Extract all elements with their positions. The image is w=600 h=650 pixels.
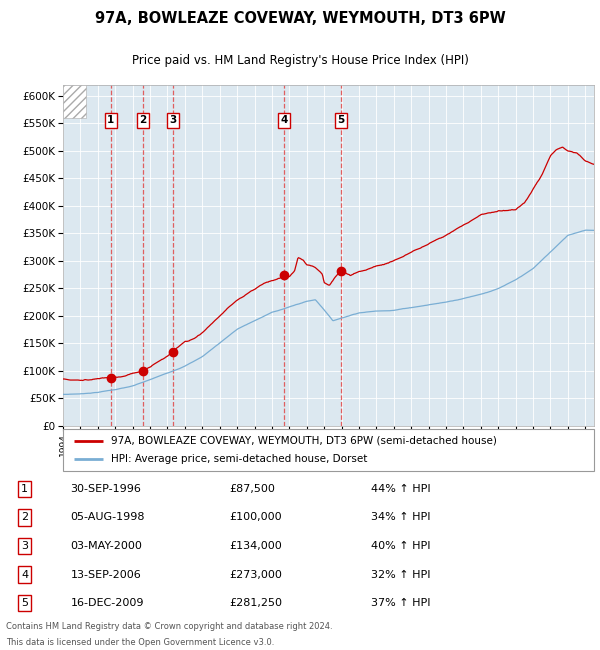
Text: 97A, BOWLEAZE COVEWAY, WEYMOUTH, DT3 6PW: 97A, BOWLEAZE COVEWAY, WEYMOUTH, DT3 6PW [95,11,505,26]
Text: 2: 2 [139,115,146,125]
Text: 97A, BOWLEAZE COVEWAY, WEYMOUTH, DT3 6PW (semi-detached house): 97A, BOWLEAZE COVEWAY, WEYMOUTH, DT3 6PW… [111,436,497,446]
Text: 30-SEP-1996: 30-SEP-1996 [71,484,142,494]
Text: Price paid vs. HM Land Registry's House Price Index (HPI): Price paid vs. HM Land Registry's House … [131,55,469,68]
Text: 1: 1 [22,484,28,494]
Text: 4: 4 [280,115,288,125]
Text: 5: 5 [22,598,28,608]
Text: 05-AUG-1998: 05-AUG-1998 [71,512,145,523]
Text: 03-MAY-2000: 03-MAY-2000 [71,541,143,551]
Text: 32% ↑ HPI: 32% ↑ HPI [371,569,430,580]
Text: £87,500: £87,500 [229,484,275,494]
Text: £273,000: £273,000 [229,569,283,580]
Text: 1: 1 [107,115,115,125]
Text: 37% ↑ HPI: 37% ↑ HPI [371,598,430,608]
Text: £100,000: £100,000 [229,512,282,523]
Text: HPI: Average price, semi-detached house, Dorset: HPI: Average price, semi-detached house,… [111,454,367,464]
Text: £281,250: £281,250 [229,598,283,608]
Text: This data is licensed under the Open Government Licence v3.0.: This data is licensed under the Open Gov… [6,638,274,647]
Polygon shape [63,84,86,118]
FancyBboxPatch shape [63,429,594,471]
Text: 3: 3 [22,541,28,551]
Text: 13-SEP-2006: 13-SEP-2006 [71,569,142,580]
Text: 34% ↑ HPI: 34% ↑ HPI [371,512,430,523]
Text: Contains HM Land Registry data © Crown copyright and database right 2024.: Contains HM Land Registry data © Crown c… [6,622,332,631]
Text: 5: 5 [337,115,344,125]
Text: 40% ↑ HPI: 40% ↑ HPI [371,541,430,551]
Text: 3: 3 [170,115,177,125]
Text: 44% ↑ HPI: 44% ↑ HPI [371,484,430,494]
Text: 2: 2 [21,512,28,523]
Text: £134,000: £134,000 [229,541,282,551]
Text: 16-DEC-2009: 16-DEC-2009 [71,598,144,608]
Text: 4: 4 [21,569,28,580]
